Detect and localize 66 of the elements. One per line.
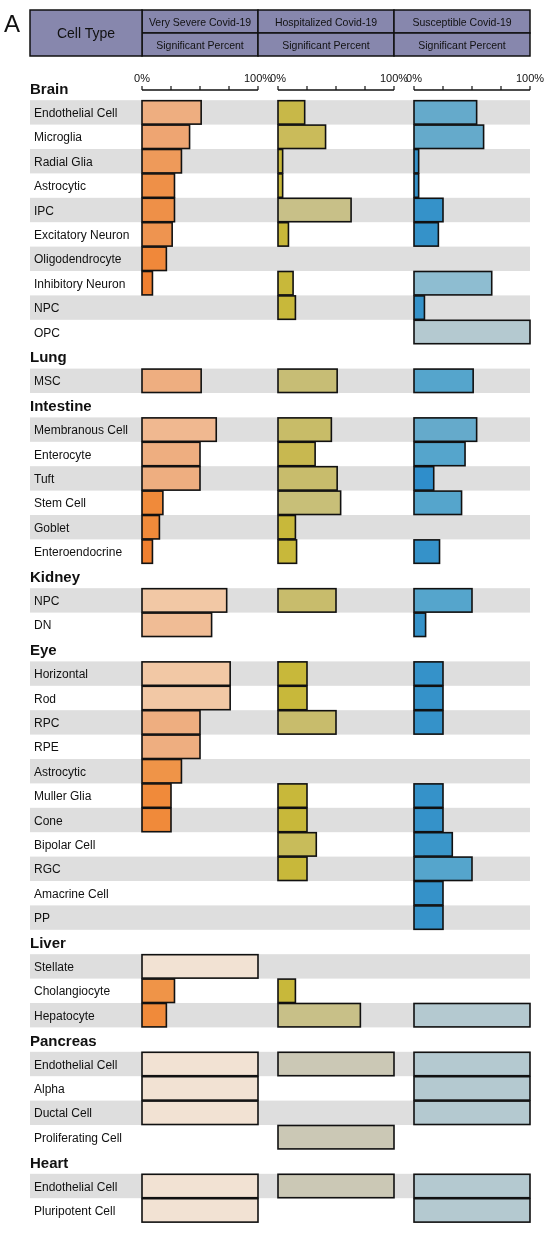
y-tick-label: Cholangiocyte xyxy=(34,984,111,999)
y-tick-label: Goblet xyxy=(34,520,71,535)
y-tick-label: Hepatocyte xyxy=(34,1008,96,1023)
y-tick-label: DN xyxy=(34,618,52,633)
x-tick-label: 100% xyxy=(515,72,545,84)
y-tick-label: Astrocytic xyxy=(34,764,87,779)
y-tick-label: Ductal Cell xyxy=(34,1106,93,1121)
y-tick-label: Intestine xyxy=(30,397,92,415)
bar xyxy=(277,587,337,613)
chart-subtitle: Significant Percent xyxy=(418,38,506,51)
y-tick-label: Bipolar Cell xyxy=(34,837,96,852)
y-tick-label: PP xyxy=(34,911,51,926)
y-tick-label: Brain xyxy=(30,80,69,97)
chart-subtitle: Significant Percent xyxy=(282,38,370,51)
y-tick-label: Tuft xyxy=(34,471,55,486)
y-tick-label: Eye xyxy=(30,641,57,659)
y-tick-label: Stem Cell xyxy=(34,496,87,511)
y-tick-label: Endothelial Cell xyxy=(34,1057,118,1072)
y-tick-label: Rod xyxy=(34,691,57,706)
y-tick-label: Oligodendrocyte xyxy=(34,252,122,267)
y-tick-label: Heart xyxy=(30,1153,69,1171)
chart-title: Hospitalized Covid-19 xyxy=(274,15,378,28)
y-axis-title: Cell Type xyxy=(56,25,116,41)
chart-subtitle: Significant Percent xyxy=(156,38,244,51)
bar xyxy=(413,539,441,565)
text: A xyxy=(4,10,21,37)
chart-title: Very Severe Covid-19 xyxy=(148,15,252,28)
y-tick-label: Membranous Cell xyxy=(34,423,129,438)
y-tick-label: Microglia xyxy=(34,130,83,145)
y-tick-label: Pancreas xyxy=(30,1031,97,1049)
y-tick-label: NPC xyxy=(34,593,60,608)
bar xyxy=(277,1173,395,1199)
y-tick-label: MSC xyxy=(34,374,61,389)
y-tick-label: Liver xyxy=(30,934,67,951)
y-tick-label: Inhibitory Neuron xyxy=(34,276,126,291)
y-tick-label: Stellate xyxy=(34,959,75,974)
y-tick-label: Alpha xyxy=(34,1081,66,1096)
y-tick-label: Excitatory Neuron xyxy=(34,227,130,242)
chart-title: Susceptible Covid-19 xyxy=(412,15,512,28)
y-tick-label: OPC xyxy=(34,325,61,340)
bar xyxy=(277,1124,395,1150)
y-tick-label: NPC xyxy=(34,301,60,316)
y-tick-label: RPC xyxy=(34,715,60,730)
y-tick-label: Amacrine Cell xyxy=(34,886,109,901)
y-tick-label: Lung xyxy=(30,348,67,366)
bar xyxy=(413,368,474,394)
x-tick-label: 0% xyxy=(134,72,151,84)
y-tick-label: Astrocytic xyxy=(34,179,87,194)
y-tick-label: Pluripotent Cell xyxy=(34,1203,116,1218)
y-tick-label: RGC xyxy=(34,862,61,877)
bar xyxy=(413,1002,531,1028)
y-tick-label: Enterocyte xyxy=(34,447,92,462)
bar xyxy=(277,1051,395,1077)
bar xyxy=(141,368,202,394)
y-tick-label: Radial Glia xyxy=(34,154,94,169)
y-tick-label: IPC xyxy=(34,203,55,218)
y-tick-label: Muller Glia xyxy=(34,789,92,804)
bar xyxy=(277,368,338,394)
y-tick-label: Endothelial Cell xyxy=(34,105,118,120)
y-tick-label: Cone xyxy=(34,813,64,828)
y-tick-label: Enteroendocrine xyxy=(34,545,123,560)
y-tick-label: Endothelial Cell xyxy=(34,1179,118,1194)
y-tick-label: RPE xyxy=(34,740,59,755)
y-tick-label: Horizontal xyxy=(34,667,89,682)
y-tick-label: Proliferating Cell xyxy=(34,1130,123,1145)
y-tick-label: Kidney xyxy=(30,568,81,585)
